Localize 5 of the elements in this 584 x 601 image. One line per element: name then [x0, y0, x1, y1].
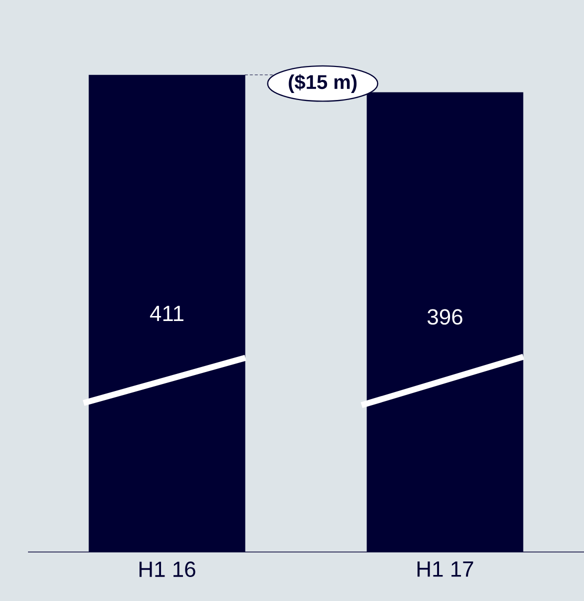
x-tick-label: H1 16: [139, 562, 196, 578]
data-label: 396: [427, 309, 462, 325]
annotation: ($15 m): [288, 74, 356, 94]
data-label: 411: [150, 306, 184, 321]
x-tick-label: H1 17: [417, 562, 473, 577]
